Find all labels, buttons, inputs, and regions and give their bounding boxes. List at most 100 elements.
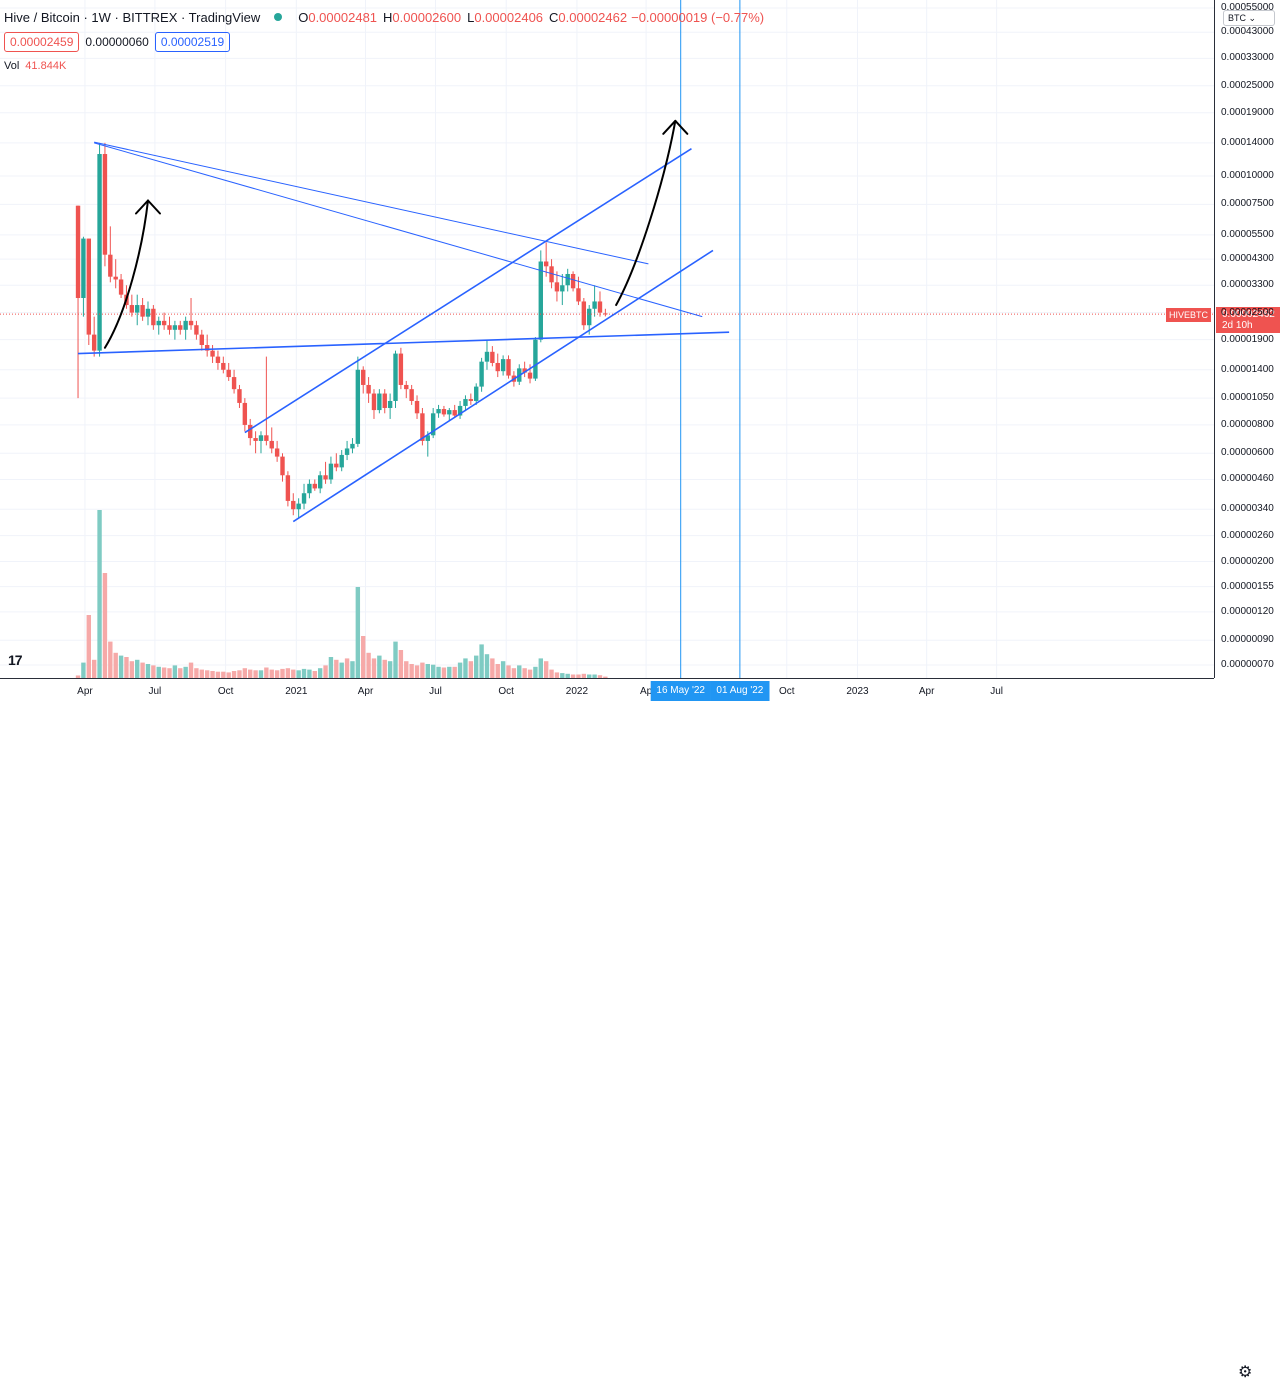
candle <box>291 493 296 516</box>
volume-bar <box>570 674 576 678</box>
volume-bar <box>414 665 420 678</box>
open-value: 0.00002481 <box>308 10 378 25</box>
candle-body <box>145 308 151 317</box>
candle-body <box>231 377 237 390</box>
volume-bar <box>420 662 425 678</box>
vertical-line-date-label[interactable]: 16 May '22 <box>650 681 711 701</box>
tradingview-logo-icon[interactable]: 17 <box>8 652 23 668</box>
candle-body <box>269 440 274 449</box>
candle-body <box>248 424 253 439</box>
symbol-price-tag: HIVEBTC <box>1166 308 1212 322</box>
volume-bar <box>344 658 350 678</box>
ask-price-button[interactable]: 0.00002519 <box>154 32 231 52</box>
candle <box>495 353 500 378</box>
price-tick-label: 0.00002500 <box>1221 306 1274 318</box>
volume-bar <box>199 669 204 678</box>
volume-bar <box>533 666 538 678</box>
candle <box>237 384 242 408</box>
high-value: 0.00002600 <box>392 10 462 25</box>
price-chart[interactable] <box>0 0 1214 678</box>
candle <box>258 431 264 454</box>
candle <box>506 355 511 379</box>
volume-bar <box>576 674 581 678</box>
candle-body <box>366 384 371 394</box>
volume-bar <box>102 573 108 678</box>
volume-bar <box>517 665 522 678</box>
time-tick-label: Jul <box>990 686 1004 697</box>
price-tick-label: 0.00001400 <box>1221 363 1274 375</box>
candle-body <box>436 409 441 414</box>
candle <box>75 205 81 399</box>
price-scale[interactable]: BTC ⌄ 0.00002462 2d 10h 0.00055000 0.0004… <box>1214 0 1280 678</box>
arrow-head <box>134 199 161 215</box>
candle <box>323 461 328 484</box>
price-tick-label: 0.00043000 <box>1221 26 1274 38</box>
volume-bar <box>151 665 156 678</box>
volume-bar <box>339 662 344 678</box>
candle-body <box>301 493 307 504</box>
candle-body <box>91 334 97 351</box>
candle-body <box>533 339 538 379</box>
candle <box>328 456 334 484</box>
candle <box>441 405 447 417</box>
trendline <box>244 147 692 434</box>
candle <box>468 393 474 405</box>
open-label: O <box>298 10 309 25</box>
trendline <box>94 142 703 318</box>
volume-bar <box>490 658 495 678</box>
candle <box>86 238 91 346</box>
volume-bar <box>441 667 447 678</box>
volume-bar <box>355 587 361 678</box>
candle <box>151 305 156 330</box>
volume-bar <box>285 668 291 678</box>
drawings[interactable] <box>0 0 1214 678</box>
candle-body <box>113 276 118 280</box>
volume-bar <box>323 665 328 678</box>
candle-body <box>75 205 81 298</box>
bid-price-button[interactable]: 0.00002459 <box>4 32 80 52</box>
chevron-down-icon: ⌄ <box>1248 13 1257 23</box>
candle-body <box>285 475 291 501</box>
candle <box>393 350 398 408</box>
candle-body <box>468 399 474 401</box>
volume-bar <box>554 672 560 678</box>
candle-body <box>161 320 167 326</box>
volume-bars <box>75 510 608 678</box>
candle-body <box>382 393 387 408</box>
volume-bar <box>301 668 307 678</box>
price-tick-label: 0.00000600 <box>1221 447 1274 459</box>
vertical-line-date-label[interactable]: 01 Aug '22 <box>710 681 770 701</box>
volume-bar <box>436 666 441 678</box>
candle-body <box>317 475 323 489</box>
candle-body <box>242 402 248 425</box>
candle-body <box>188 320 194 326</box>
candle-body <box>581 301 587 326</box>
candle-body <box>258 435 264 441</box>
candle <box>194 320 199 340</box>
volume-bar <box>543 661 549 678</box>
candle-body <box>570 273 576 289</box>
candle <box>135 294 140 326</box>
price-tick-label: 0.00005500 <box>1221 228 1274 240</box>
time-scale[interactable]: ⚙ Apr Jul Oct 2021 Apr Jul Oct 2022 Ap Oct 2023 Apr… <box>0 678 1252 1381</box>
volume-bar <box>377 655 382 678</box>
candle-body <box>307 483 312 494</box>
price-tick-label: 0.00000155 <box>1221 580 1274 592</box>
candle-body <box>414 400 420 414</box>
market-status-icon <box>274 13 283 21</box>
candle <box>350 438 355 454</box>
gear-icon[interactable]: ⚙ <box>1238 1364 1253 1381</box>
candle-body <box>398 353 404 385</box>
volume-bar <box>409 664 414 678</box>
candle-body <box>500 359 506 372</box>
candle <box>366 377 371 403</box>
candle <box>280 453 285 482</box>
low-label: L <box>467 10 475 25</box>
symbol-title[interactable]: Hive / Bitcoin · 1W · BITTREX · TradingV… <box>4 10 261 25</box>
volume-bar <box>500 661 506 678</box>
candle <box>361 366 366 394</box>
trendline <box>78 331 730 355</box>
price-tick-label: 0.00007500 <box>1221 198 1274 210</box>
currency-selector[interactable]: BTC ⌄ <box>1223 10 1275 26</box>
candle-body <box>291 500 296 510</box>
